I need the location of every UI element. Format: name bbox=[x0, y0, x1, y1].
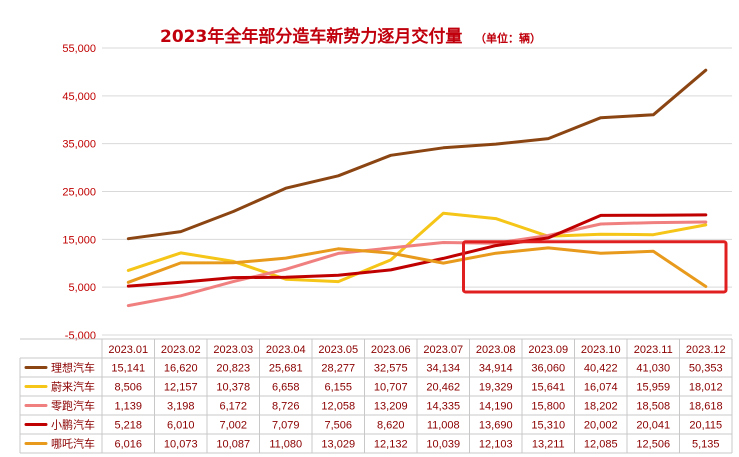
data-label: 11,008 bbox=[427, 420, 460, 432]
data-label: 10,039 bbox=[426, 439, 460, 451]
series-name: 零跑汽车 bbox=[51, 399, 95, 413]
series-name: 理想汽车 bbox=[51, 361, 95, 375]
data-label: 18,202 bbox=[584, 401, 618, 413]
data-label: 12,132 bbox=[374, 439, 408, 451]
series-line bbox=[126, 246, 708, 288]
data-label: 6,155 bbox=[324, 382, 352, 394]
data-label: 32,575 bbox=[374, 363, 408, 375]
data-label: 15,641 bbox=[531, 382, 565, 394]
data-label: 20,823 bbox=[216, 363, 250, 375]
data-table: 2023.01 2023.02 2023.03 2023.04 2023.05 2023.… bbox=[19, 338, 733, 454]
x-tick-label: 2023.10 bbox=[581, 344, 621, 356]
data-label: 6,016 bbox=[114, 439, 142, 451]
data-label: 19,329 bbox=[479, 382, 513, 394]
data-label: 12,058 bbox=[321, 401, 355, 413]
x-tick-label: 2023.02 bbox=[161, 344, 201, 356]
x-tick-label: 2023.04 bbox=[266, 344, 306, 356]
data-label: 10,073 bbox=[164, 439, 198, 451]
x-tick-label: 2023.11 bbox=[634, 344, 673, 356]
x-tick-label: 2023.08 bbox=[476, 344, 516, 356]
y-tick-label: -5,000 bbox=[65, 330, 96, 342]
data-label: 20,115 bbox=[689, 420, 722, 432]
data-label: 10,707 bbox=[374, 382, 408, 394]
y-tick-label: 15,000 bbox=[62, 234, 96, 246]
series-lines bbox=[126, 68, 708, 308]
x-tick-label: 2023.05 bbox=[318, 344, 358, 356]
data-label: 10,087 bbox=[216, 439, 250, 451]
data-label: 14,335 bbox=[426, 401, 460, 413]
data-label: 18,012 bbox=[689, 382, 723, 394]
data-label: 5,135 bbox=[692, 439, 720, 451]
data-label: 13,690 bbox=[479, 420, 513, 432]
x-tick-label: 2023.03 bbox=[213, 344, 253, 356]
data-label: 1,139 bbox=[114, 401, 142, 413]
data-label: 25,681 bbox=[269, 363, 303, 375]
data-label: 13,211 bbox=[532, 439, 565, 451]
data-label: 7,002 bbox=[219, 420, 247, 432]
data-label: 15,800 bbox=[531, 401, 565, 413]
data-label: 34,134 bbox=[426, 363, 460, 375]
x-tick-label: 2023.12 bbox=[686, 344, 726, 356]
series-name: 小鹏汽车 bbox=[51, 418, 95, 432]
highlight-box bbox=[462, 240, 728, 294]
data-label: 11,080 bbox=[269, 439, 302, 451]
data-label: 7,079 bbox=[272, 420, 300, 432]
y-tick-label: 35,000 bbox=[62, 139, 96, 151]
data-label: 50,353 bbox=[689, 363, 723, 375]
data-label: 20,462 bbox=[426, 382, 460, 394]
data-label: 34,914 bbox=[479, 363, 513, 375]
series-name: 蔚来汽车 bbox=[51, 380, 95, 394]
data-label: 6,010 bbox=[167, 420, 195, 432]
data-label: 12,103 bbox=[479, 439, 513, 451]
data-label: 8,620 bbox=[377, 420, 405, 432]
data-label: 15,959 bbox=[636, 382, 670, 394]
y-tick-label: 55,000 bbox=[62, 43, 96, 55]
y-axis: -5,000 5,000 15,000 25,000 35,000 45,000 55,00… bbox=[62, 43, 96, 342]
y-tick-label: 5,000 bbox=[68, 282, 96, 294]
data-label: 15,310 bbox=[531, 420, 565, 432]
x-tick-label: 2023.07 bbox=[423, 344, 463, 356]
series-line bbox=[126, 68, 708, 241]
data-label: 13,209 bbox=[374, 401, 408, 413]
data-label: 13,029 bbox=[321, 439, 355, 451]
data-label: 16,620 bbox=[164, 363, 198, 375]
data-label: 18,508 bbox=[636, 401, 670, 413]
x-tick-label: 2023.06 bbox=[371, 344, 411, 356]
series-line bbox=[126, 213, 708, 288]
data-label: 16,074 bbox=[584, 382, 618, 394]
chart-title: 2023年全年部分造车新势力逐月交付量 bbox=[160, 26, 462, 47]
data-label: 12,506 bbox=[636, 439, 670, 451]
data-label: 18,618 bbox=[689, 401, 723, 413]
data-label: 3,198 bbox=[167, 401, 195, 413]
series-line bbox=[126, 211, 708, 284]
data-label: 41,030 bbox=[636, 363, 670, 375]
data-label: 12,157 bbox=[164, 382, 198, 394]
data-label: 8,506 bbox=[114, 382, 142, 394]
y-tick-label: 45,000 bbox=[62, 91, 96, 103]
data-label: 6,658 bbox=[272, 382, 300, 394]
data-label: 15,141 bbox=[111, 363, 145, 375]
data-label: 20,041 bbox=[636, 420, 670, 432]
data-label: 12,085 bbox=[584, 439, 618, 451]
series-line bbox=[126, 220, 708, 308]
data-label: 5,218 bbox=[114, 420, 142, 432]
data-label: 40,422 bbox=[584, 363, 618, 375]
series-name: 哪吒汽车 bbox=[51, 437, 95, 451]
data-label: 28,277 bbox=[321, 363, 355, 375]
data-label: 10,378 bbox=[216, 382, 250, 394]
data-label: 6,172 bbox=[219, 401, 247, 413]
chart-subtitle: （单位：辆） bbox=[475, 31, 541, 45]
data-label: 20,002 bbox=[584, 420, 618, 432]
data-label: 7,506 bbox=[324, 420, 352, 432]
x-tick-label: 2023.01 bbox=[108, 344, 148, 356]
data-label: 14,190 bbox=[479, 401, 513, 413]
y-tick-label: 25,000 bbox=[62, 187, 96, 199]
data-label: 36,060 bbox=[531, 363, 565, 375]
annotation-layer bbox=[462, 240, 728, 294]
x-tick-label: 2023.09 bbox=[528, 344, 568, 356]
data-label: 8,726 bbox=[272, 401, 300, 413]
